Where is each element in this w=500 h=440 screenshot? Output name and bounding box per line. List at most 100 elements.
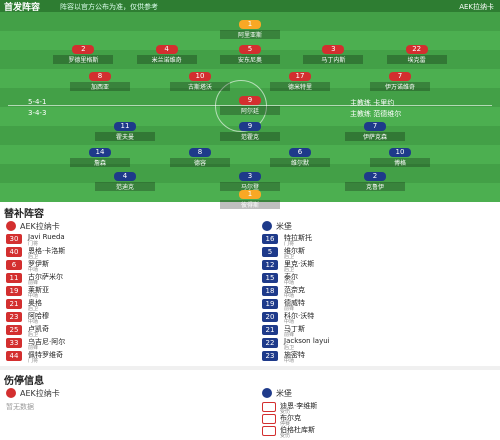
injured-name: 伯格杜库斯 xyxy=(280,426,315,434)
player-name: 克鲁伊 xyxy=(345,182,405,191)
team-name: 米堡 xyxy=(276,222,292,231)
jersey: 11 xyxy=(114,122,136,131)
center-circle xyxy=(215,80,267,132)
jersey: 4 xyxy=(155,45,178,54)
player-name: 加西亚 xyxy=(70,82,130,91)
away-coach: 主教练 范德维尔 xyxy=(350,110,402,118)
sub-position: 中场 xyxy=(28,319,39,325)
sub-name: 莱斯亚 xyxy=(28,286,49,294)
jersey: 8 xyxy=(189,148,211,157)
sub-position: 后卫 xyxy=(28,332,39,338)
player-name: 伊萨克森 xyxy=(345,132,405,141)
jersey: 3 xyxy=(322,45,345,54)
player-name: 安东尼奥 xyxy=(220,55,280,64)
player-name: 马尔登 xyxy=(220,182,280,191)
player-name: 马丁内斯 xyxy=(303,55,364,64)
player-name: 古斯塔沃 xyxy=(170,82,230,91)
pitch: 1 阿里亚斯 2 罗德里格斯 4 米兰诺维奇 5 安东尼奥 3 马丁内斯 22 埃克雷 8 加西亚 10 古斯… xyxy=(0,12,500,209)
empty-note: 暂无数据 xyxy=(6,403,34,411)
player-name: 维尔默 xyxy=(270,158,330,167)
sub-position: 门将 xyxy=(28,241,39,247)
sub-name: 科尔·沃特 xyxy=(284,312,315,320)
jersey: 17 xyxy=(289,72,311,81)
jersey: 8 xyxy=(89,72,111,81)
sub-number: 25 xyxy=(6,325,22,335)
sub-number: 33 xyxy=(6,338,22,348)
sub-number: 44 xyxy=(6,351,22,361)
sub-position: 中场 xyxy=(28,267,39,273)
sub-number: 21 xyxy=(6,299,22,309)
jersey: 6 xyxy=(289,148,311,157)
jersey: 2 xyxy=(72,45,95,54)
sub-position: 前锋 xyxy=(28,280,39,286)
team-logo xyxy=(262,221,272,231)
jersey: 9 xyxy=(239,122,261,131)
sub-number: 23 xyxy=(6,312,22,322)
player-name: 范迪克 xyxy=(95,182,155,191)
sub-position: 后卫 xyxy=(28,306,39,312)
header-badge: AEK拉纳卡 xyxy=(459,3,494,11)
sub-position: 门将 xyxy=(28,358,39,364)
sub-number: 23 xyxy=(262,351,278,361)
injury-reason: 停赛 xyxy=(280,421,291,427)
sub-name: 罗伊斯 xyxy=(28,260,49,268)
sub-name: 阿哈穆 xyxy=(28,312,49,320)
jersey: 10 xyxy=(389,148,411,157)
sub-position: 后卫 xyxy=(284,267,295,273)
sub-position: 中场 xyxy=(284,293,295,299)
injury-icon xyxy=(262,414,276,424)
away-formation: 3-4-3 xyxy=(28,109,47,117)
jersey: 1 xyxy=(239,20,261,29)
sub-position: 前锋 xyxy=(284,306,295,312)
subs-title: 替补阵容 xyxy=(4,209,44,220)
sub-name: 卢凯奇 xyxy=(28,325,49,333)
injury-reason: 受伤 xyxy=(280,433,291,439)
sub-name: 古尔萨米尔 xyxy=(28,273,63,281)
sub-number: 18 xyxy=(262,286,278,296)
sub-name: Javi Rueda xyxy=(28,233,65,241)
injury-icon xyxy=(262,402,276,412)
jersey: 4 xyxy=(114,172,136,181)
team-logo xyxy=(6,221,16,231)
team-name: 米堡 xyxy=(276,389,292,398)
sub-number: 16 xyxy=(262,234,278,244)
team-name: AEK拉纳卡 xyxy=(20,222,60,231)
sub-position: 前锋 xyxy=(284,332,295,338)
sub-number: 15 xyxy=(262,273,278,283)
sub-name: 奥格 xyxy=(28,299,42,307)
sub-position: 后卫 xyxy=(284,254,295,260)
jersey: 10 xyxy=(189,72,211,81)
team-name: AEK拉纳卡 xyxy=(20,389,60,398)
jersey: 1 xyxy=(239,190,261,199)
player-name: 霍夫曼 xyxy=(95,132,155,141)
sub-name: 乌吉尼·阿尔 xyxy=(28,338,66,346)
section-gap xyxy=(0,366,500,370)
sub-name: 德威特 xyxy=(284,299,305,307)
jersey: 5 xyxy=(239,45,261,54)
sub-position: 后卫 xyxy=(284,345,295,351)
sub-number: 19 xyxy=(6,286,22,296)
injured-name: 迪恩·李维斯 xyxy=(280,402,318,410)
injury-icon xyxy=(262,426,276,436)
sub-position: 中场 xyxy=(284,319,295,325)
jersey: 9 xyxy=(239,96,261,105)
player-name: 埃克雷 xyxy=(386,55,447,64)
sub-position: 中场 xyxy=(284,358,295,364)
header-title: 首发阵容 xyxy=(4,3,41,13)
injured-name: 布尔克 xyxy=(280,414,301,422)
home-coach: 主教练 卡里约 xyxy=(350,99,395,107)
player-name: 詹森 xyxy=(70,158,130,167)
player-name: 伊万诺维奇 xyxy=(370,82,430,91)
player-name: 范霍克 xyxy=(220,132,280,141)
sub-position: 中场 xyxy=(284,280,295,286)
sub-name: 特拉斯托 xyxy=(284,234,312,242)
player-name: 阿尔廷 xyxy=(220,106,280,115)
player-name: 博格 xyxy=(370,158,430,167)
player-name: 米兰诺维奇 xyxy=(136,55,197,64)
sub-name: 泰尔 xyxy=(284,273,298,281)
sub-number: 20 xyxy=(262,312,278,322)
team-logo xyxy=(6,388,16,398)
player-name: 德米特里 xyxy=(270,82,330,91)
home-formation: 5-4-1 xyxy=(28,98,47,106)
sub-number: 5 xyxy=(262,247,278,257)
